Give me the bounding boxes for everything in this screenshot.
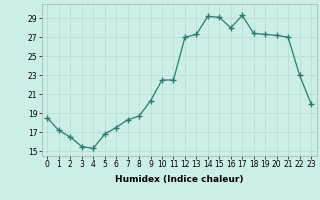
X-axis label: Humidex (Indice chaleur): Humidex (Indice chaleur) [115, 175, 244, 184]
